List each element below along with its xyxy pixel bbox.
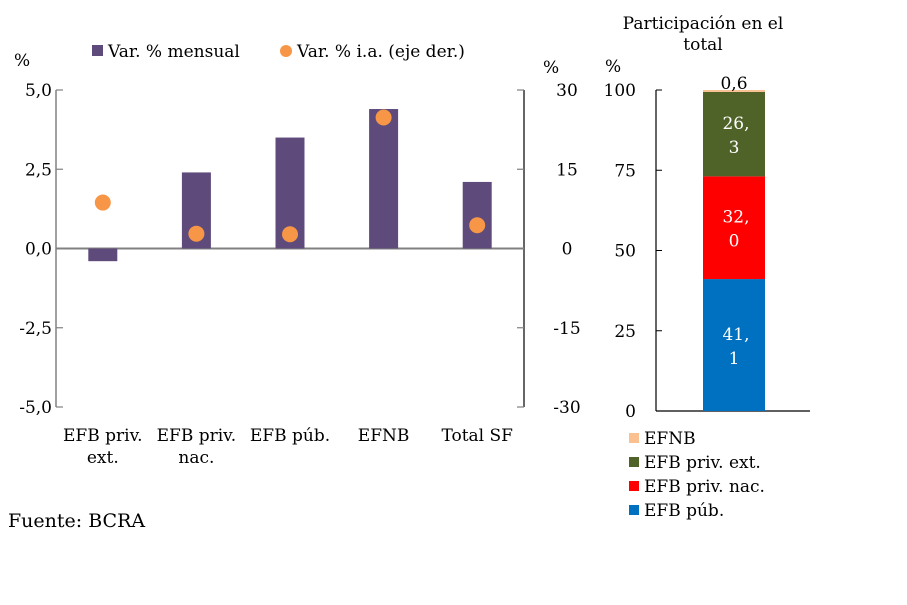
- category-label: ext.: [87, 448, 119, 468]
- dot-yoy-3: [375, 109, 392, 126]
- dot-yoy-0: [94, 194, 111, 211]
- legend-swatch-yoy: [280, 45, 292, 57]
- main-legend: Var. % mensual Var. % i.a. (eje der.): [92, 42, 465, 62]
- right-tick-label: 15: [556, 160, 578, 180]
- bar-monthly-3: [369, 109, 399, 249]
- category-label: EFNB: [358, 426, 410, 446]
- legend-swatch-monthly: [92, 45, 103, 56]
- left-tick-label: 5,0: [25, 81, 52, 101]
- category-label: Total SF: [441, 426, 513, 446]
- bar-monthly-0: [88, 248, 118, 262]
- category-label: EFB priv.: [63, 426, 143, 446]
- category-label: EFB priv.: [157, 426, 237, 446]
- left-tick-label: -5,0: [19, 398, 52, 418]
- right-axis-unit: %: [543, 58, 559, 78]
- left-axis-unit: %: [14, 51, 30, 71]
- right-tick-label: 0: [562, 240, 573, 260]
- yoy-dots: [94, 109, 486, 243]
- right-tick-label: -15: [553, 319, 580, 339]
- bar-monthly-4: [462, 181, 492, 249]
- dot-yoy-4: [469, 217, 486, 234]
- dot-yoy-2: [282, 226, 298, 243]
- legend-label-yoy: Var. % i.a. (eje der.): [296, 42, 465, 62]
- left-tick-label: 2,5: [25, 160, 52, 180]
- source-note: Fuente: BCRA: [8, 510, 146, 532]
- legend-label-monthly: Var. % mensual: [107, 42, 240, 62]
- category-labels: EFB priv.ext.EFB priv.nac.EFB púb. EFNB To…: [63, 426, 513, 468]
- right-tick-label: -30: [553, 398, 580, 418]
- monthly-bars: [88, 109, 492, 262]
- dot-yoy-1: [188, 225, 205, 242]
- category-label: EFB púb.: [250, 426, 330, 446]
- left-tick-label: 0,0: [25, 240, 52, 260]
- left-tick-label: -2,5: [19, 319, 52, 339]
- category-label: nac.: [178, 448, 214, 468]
- right-tick-label: 30: [556, 81, 578, 101]
